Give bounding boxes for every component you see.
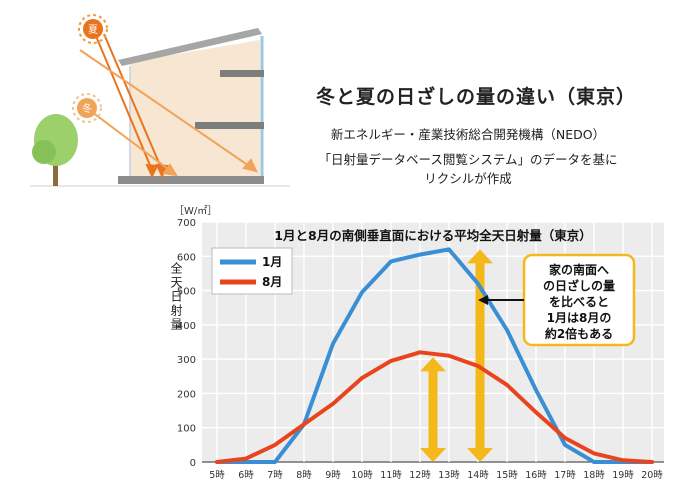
- tree-foliage-2: [32, 140, 56, 164]
- y-tick-label: 0: [190, 458, 196, 469]
- tree-trunk: [53, 150, 58, 186]
- x-tick-label: 12時: [409, 470, 431, 481]
- annotation-line: 家の南面へ: [548, 263, 609, 277]
- x-tick-label: 10時: [351, 470, 373, 481]
- y-tick-label: 500: [177, 287, 196, 298]
- annotation-line: の日ざしの量: [542, 279, 615, 293]
- legend-box: [211, 247, 293, 295]
- x-tick-label: 19時: [612, 470, 634, 481]
- x-tick-label: 13時: [438, 470, 460, 481]
- annotation-line: 1月は8月の: [546, 311, 612, 325]
- winter-sun-icon: 冬: [72, 93, 102, 123]
- legend-label-jan: 1月: [262, 255, 282, 269]
- x-tick-label: 7時: [267, 470, 283, 481]
- y-tick-label: 100: [177, 424, 196, 435]
- x-tick-label: 18時: [583, 470, 605, 481]
- x-tick-label: 6時: [238, 470, 254, 481]
- credit-line-1: 新エネルギー・産業技術総合開発機構（NEDO）: [330, 127, 606, 142]
- x-tick-label: 14時: [467, 470, 489, 481]
- y-tick-label: 700: [177, 218, 196, 229]
- callout-arrow-head: [478, 295, 488, 305]
- series-line-august: [215, 350, 654, 464]
- x-tick-label: 17時: [554, 470, 576, 481]
- annotation-text: 家の南面への日ざしの量 を比べると 1月は8月の 約2倍もある: [526, 262, 632, 342]
- annotation-line: 約2倍もある: [544, 327, 614, 341]
- x-tick-label: 8時: [296, 470, 312, 481]
- y-axis-label: 全天日射量: [169, 261, 183, 332]
- page-title: 冬と夏の日ざしの量の違い（東京）: [316, 86, 637, 108]
- y-tick-label: 600: [177, 252, 196, 263]
- x-tick-label: 5時: [209, 470, 225, 481]
- legend-label-aug: 8月: [262, 275, 282, 289]
- ground: [118, 176, 264, 184]
- chart-title: 1月と8月の南側垂直面における平均全天日射量（東京）: [274, 228, 591, 243]
- x-tick-label: 11時: [380, 470, 402, 481]
- y-tick-label: 400: [177, 321, 196, 332]
- series-line-january: [215, 247, 654, 464]
- x-tick-label: 15時: [496, 470, 518, 481]
- y-unit-label: ［W/㎡］: [174, 205, 217, 217]
- winter-rays: [79, 49, 258, 177]
- x-tick-label: 20時: [641, 470, 663, 481]
- credit-line-3: リクシルが作成: [424, 171, 512, 186]
- credit-line-2: 「日射量データベース閲覧システム」のデータを基に: [318, 152, 618, 167]
- legend: 1月 8月: [211, 247, 293, 295]
- summer-sun-icon: 夏: [78, 14, 108, 44]
- summer-sun-label: 夏: [88, 24, 98, 36]
- x-tick-label: 9時: [325, 470, 341, 481]
- winter-sun-label: 冬: [82, 102, 92, 115]
- january-double-arrow: [467, 249, 493, 462]
- annotation-callout: [478, 253, 636, 347]
- y-tick-label: 300: [177, 355, 196, 366]
- august-double-arrow: [420, 357, 446, 462]
- x-tick-label: 16時: [525, 470, 547, 481]
- house-sunlight-illustration: 夏 冬: [30, 14, 290, 187]
- annotation-line: を比べると: [548, 295, 609, 309]
- house-floor-upper: [220, 70, 264, 77]
- y-tick-label: 200: [177, 389, 196, 400]
- house-roof: [118, 28, 262, 66]
- house-floor-middle: [195, 122, 264, 129]
- summer-rays: [95, 33, 169, 179]
